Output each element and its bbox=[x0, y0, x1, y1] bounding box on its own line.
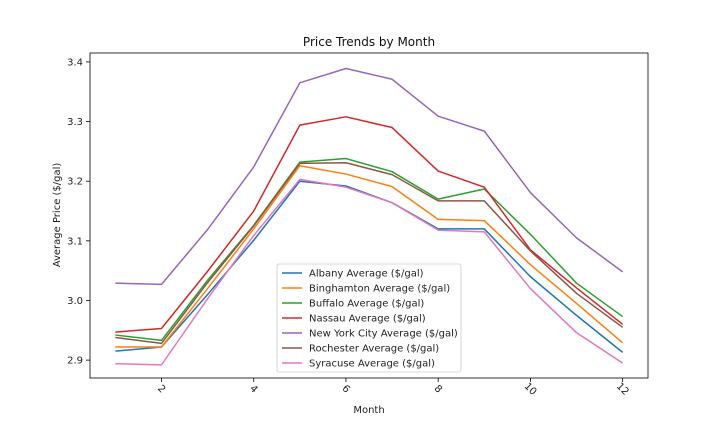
legend-entry-0: Albany Average ($/gal) bbox=[309, 269, 424, 280]
y-tick-label-3.2: 3.2 bbox=[67, 177, 83, 188]
y-tick-label-3: 3.0 bbox=[67, 296, 83, 307]
y-tick-label-3.3: 3.3 bbox=[67, 117, 83, 128]
legend-entry-5: Rochester Average ($/gal) bbox=[309, 344, 439, 355]
series-line-6 bbox=[115, 178, 624, 366]
y-tick-label-2.9: 2.9 bbox=[67, 356, 83, 367]
chart-title: Price Trends by Month bbox=[303, 35, 435, 49]
y-tick-label-3.1: 3.1 bbox=[67, 236, 83, 247]
legend-entry-4: New York City Average ($/gal) bbox=[309, 329, 458, 340]
legend-entry-3: Nassau Average ($/gal) bbox=[309, 314, 426, 325]
legend-entry-1: Binghamton Average ($/gal) bbox=[309, 284, 450, 295]
plot-area bbox=[86, 52, 649, 382]
x-axis-label: Month bbox=[353, 405, 384, 416]
series-line-3 bbox=[115, 116, 624, 333]
y-tick-label-3.4: 3.4 bbox=[67, 57, 83, 68]
legend: Albany Average ($/gal) Binghamton Average… bbox=[276, 263, 462, 373]
legend-box bbox=[276, 263, 462, 373]
legend-entry-2: Buffalo Average ($/gal) bbox=[309, 299, 424, 310]
y-axis-label: Average Price ($/gal) bbox=[52, 163, 63, 268]
plot-frame bbox=[89, 52, 649, 379]
series-line-4 bbox=[115, 67, 624, 286]
series-line-2 bbox=[115, 157, 624, 342]
legend-entry-6: Syracuse Average ($/gal) bbox=[309, 359, 435, 370]
series-line-5 bbox=[115, 161, 624, 345]
series-line-1 bbox=[115, 164, 624, 348]
